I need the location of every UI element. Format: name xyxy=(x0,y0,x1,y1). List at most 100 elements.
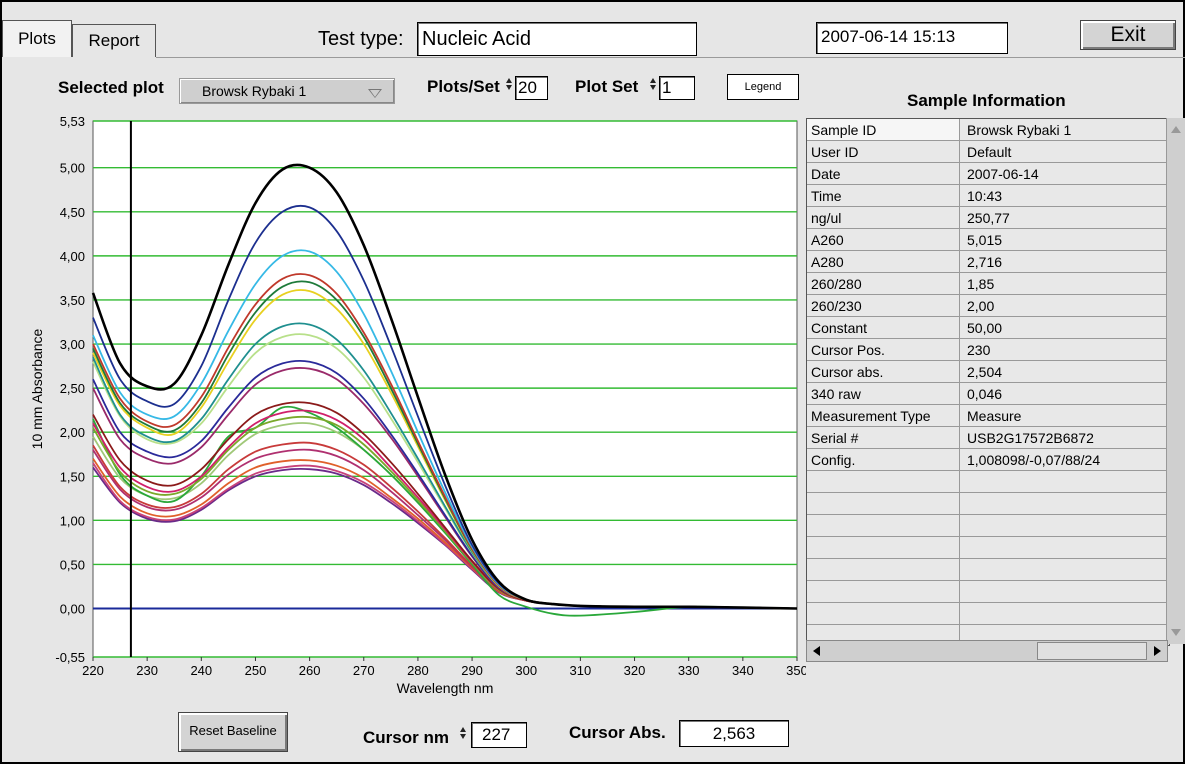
cursor-nm-input[interactable]: 227 xyxy=(471,722,527,748)
scroll-right-icon[interactable] xyxy=(1154,646,1161,656)
spin-down-icon[interactable] xyxy=(460,734,466,739)
table-row[interactable]: Serial # USB2G17572B6872 xyxy=(807,427,1169,449)
row-key: Time xyxy=(807,185,960,206)
reset-baseline-button[interactable]: Reset Baseline xyxy=(178,712,288,752)
table-row[interactable] xyxy=(807,471,1169,493)
table-row[interactable]: 340 raw 0,046 xyxy=(807,383,1169,405)
test-type-label: Test type: xyxy=(318,28,404,50)
plot-set-input[interactable]: 1 xyxy=(659,76,695,100)
series-line xyxy=(91,163,798,610)
row-value: 1,85 xyxy=(967,276,995,292)
x-axis-label: Wavelength nm xyxy=(397,680,494,696)
tab-plots[interactable]: Plots xyxy=(2,20,72,57)
x-tick-label: 330 xyxy=(678,663,700,678)
spin-up-icon[interactable] xyxy=(506,78,512,83)
table-row[interactable]: Config. 1,008098/-0,07/88/24 xyxy=(807,449,1169,471)
table-row[interactable]: Constant 50,00 xyxy=(807,317,1169,339)
row-key xyxy=(807,603,960,624)
sample-info-table: Sample ID Browsk Rybaki 1 User ID Default Da… xyxy=(806,118,1170,646)
table-row[interactable]: 260/230 2,00 xyxy=(807,295,1169,317)
row-value: 2,504 xyxy=(967,364,1003,380)
x-tick-label: 270 xyxy=(353,663,375,678)
table-row[interactable]: Cursor abs. 2,504 xyxy=(807,361,1169,383)
row-key xyxy=(807,515,960,536)
table-row[interactable]: User ID Default xyxy=(807,141,1169,163)
legend-button[interactable]: Legend xyxy=(727,74,799,100)
spin-up-icon[interactable] xyxy=(650,78,656,83)
tab-divider xyxy=(156,57,1185,58)
table-row[interactable]: A280 2,716 xyxy=(807,251,1169,273)
spin-up-icon[interactable] xyxy=(460,727,466,732)
row-key: Date xyxy=(807,163,960,184)
table-row[interactable]: Measurement Type Measure xyxy=(807,405,1169,427)
table-row[interactable]: A260 5,015 xyxy=(807,229,1169,251)
table-row[interactable]: Time 10:43 xyxy=(807,185,1169,207)
table-row[interactable] xyxy=(807,603,1169,625)
scroll-up-icon[interactable] xyxy=(1171,126,1181,133)
plots-per-set-label: Plots/Set xyxy=(427,77,500,96)
table-row[interactable] xyxy=(807,515,1169,537)
y-tick-label: 5,53 xyxy=(60,114,85,129)
test-type-field[interactable]: Nucleic Acid xyxy=(417,22,697,56)
row-key: 260/280 xyxy=(807,273,960,294)
table-row[interactable] xyxy=(807,493,1169,515)
plots-per-set-spinner[interactable] xyxy=(506,76,513,92)
row-value xyxy=(967,603,1167,624)
x-tick-label: 280 xyxy=(407,663,429,678)
scroll-left-icon[interactable] xyxy=(813,646,820,656)
plot-set-spinner[interactable] xyxy=(650,76,657,92)
row-key: Measurement Type xyxy=(807,405,960,426)
row-value: 250,77 xyxy=(967,210,1010,226)
row-key: Cursor abs. xyxy=(807,361,960,382)
cursor-nm-spinner[interactable] xyxy=(460,725,467,741)
x-tick-label: 220 xyxy=(82,663,104,678)
x-tick-label: 350 xyxy=(786,663,806,678)
y-tick-label: 0,50 xyxy=(60,557,85,572)
table-row[interactable]: ng/ul 250,77 xyxy=(807,207,1169,229)
scroll-down-icon[interactable] xyxy=(1171,629,1181,636)
row-key: User ID xyxy=(807,141,960,162)
plots-per-set-input[interactable]: 20 xyxy=(515,76,548,100)
table-row[interactable]: Date 2007-06-14 xyxy=(807,163,1169,185)
y-tick-label: 2,00 xyxy=(60,425,85,440)
row-value: 2,00 xyxy=(967,298,995,314)
x-tick-label: 290 xyxy=(461,663,483,678)
x-tick-label: 240 xyxy=(190,663,212,678)
plot-set-label: Plot Set xyxy=(575,77,639,96)
absorbance-chart[interactable]: 5,53 5,00 4,50 4,00 3,50 3,00 2,50 2,00 1,50 1,00… xyxy=(0,110,806,710)
row-value: Browsk Rybaki 1 xyxy=(967,122,1072,138)
row-value: 1,008098/-0,07/88/24 xyxy=(967,452,1101,468)
horizontal-scrollbar[interactable] xyxy=(806,640,1168,662)
x-tick-label: 250 xyxy=(245,663,267,678)
spin-down-icon[interactable] xyxy=(506,85,512,90)
y-tick-label: 0,00 xyxy=(60,602,85,617)
table-row[interactable] xyxy=(807,537,1169,559)
selected-plot-dropdown[interactable]: Browsk Rybaki 1 xyxy=(179,78,395,104)
exit-button[interactable]: Exit xyxy=(1080,20,1176,50)
row-value: USB2G17572B6872 xyxy=(967,430,1094,446)
row-key: ng/ul xyxy=(807,207,960,228)
table-row[interactable] xyxy=(807,581,1169,603)
cursor-nm-label: Cursor nm xyxy=(363,728,449,747)
spin-down-icon[interactable] xyxy=(650,85,656,90)
table-row[interactable]: Sample ID Browsk Rybaki 1 xyxy=(807,119,1169,141)
table-row[interactable]: 260/280 1,85 xyxy=(807,273,1169,295)
table-row[interactable]: Cursor Pos. 230 xyxy=(807,339,1169,361)
y-tick-label: 3,50 xyxy=(60,293,85,308)
row-value: 50,00 xyxy=(967,320,1003,336)
y-tick-label: 1,00 xyxy=(60,513,85,528)
scroll-thumb[interactable] xyxy=(1037,642,1147,660)
tab-report[interactable]: Report xyxy=(72,24,156,57)
row-key: A280 xyxy=(807,251,960,272)
row-key: 340 raw xyxy=(807,383,960,404)
y-tick-label: 4,00 xyxy=(60,249,85,264)
row-key xyxy=(807,471,960,492)
table-row[interactable] xyxy=(807,559,1169,581)
row-key: Constant xyxy=(807,317,960,338)
vertical-scrollbar[interactable] xyxy=(1166,118,1185,644)
row-value xyxy=(967,515,1167,536)
y-tick-label: 4,50 xyxy=(60,205,85,220)
table-row[interactable] xyxy=(807,625,1169,645)
x-tick-label: 230 xyxy=(136,663,158,678)
row-value xyxy=(967,559,1167,580)
